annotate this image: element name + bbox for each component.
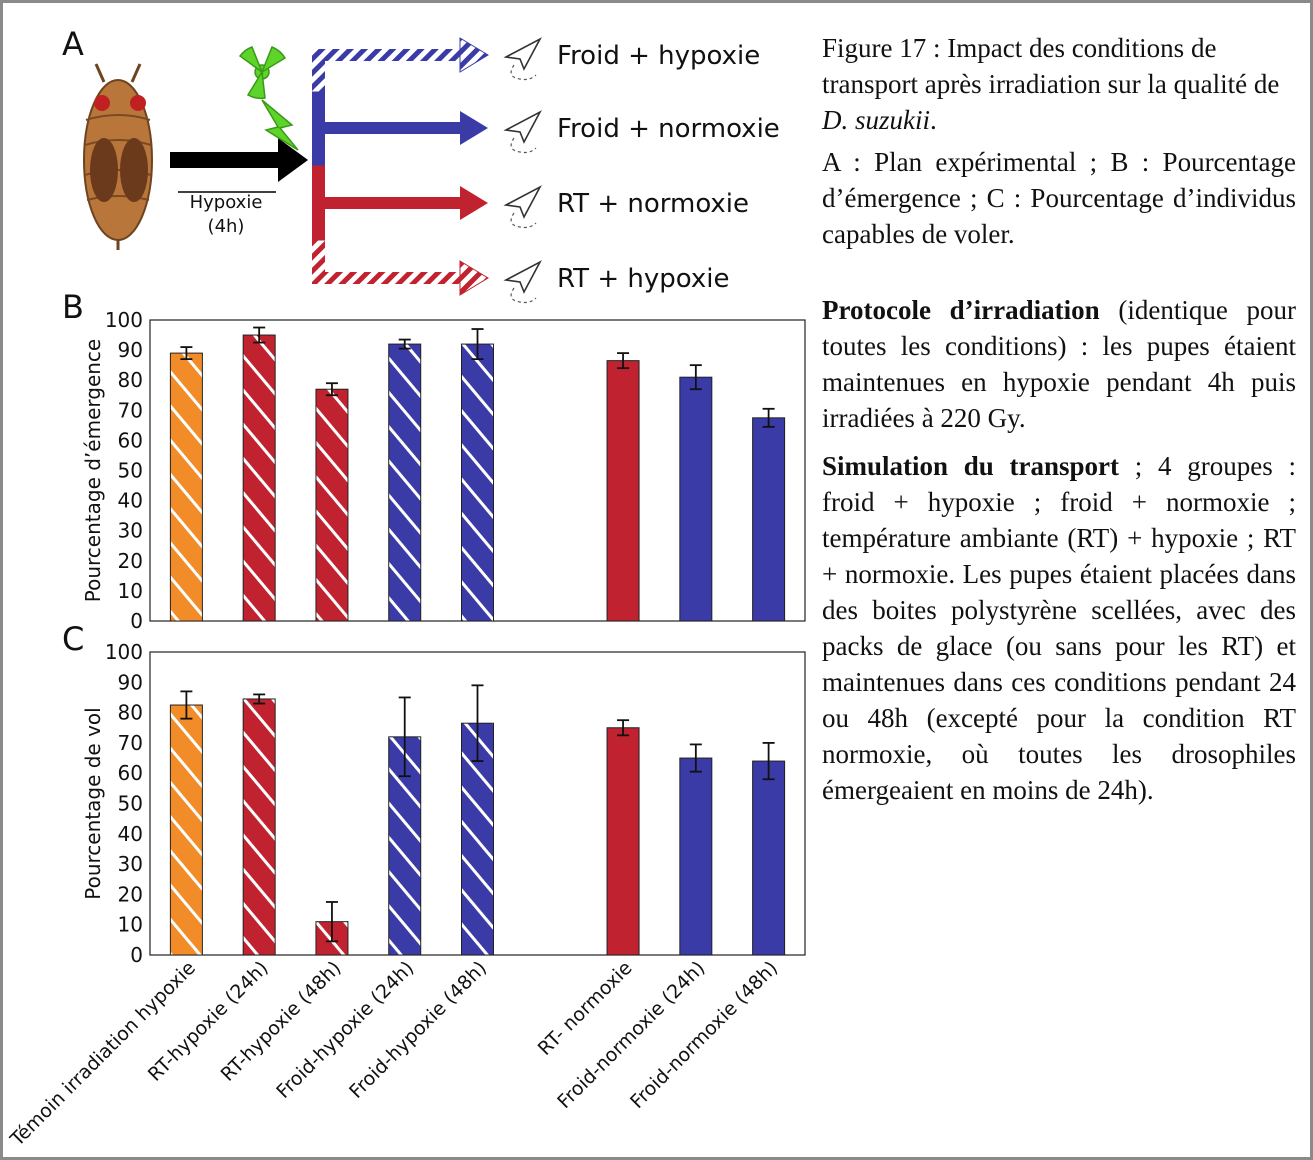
- x-tick-label: Froid-normoxie (24h): [553, 957, 709, 1113]
- pretreatment-label: Hypoxie: [190, 192, 263, 213]
- bar: [679, 376, 713, 622]
- caption-legend: A : Plan expérimental ; B : Pourcentage …: [822, 147, 1296, 249]
- plane-shape: [503, 37, 542, 71]
- y-tick-label: 50: [118, 459, 143, 483]
- y-axis-label: Pourcentage d’émergence: [81, 339, 105, 602]
- plane-icon: [503, 37, 542, 81]
- protocol-heading: Protocole d’irradiation: [822, 295, 1100, 325]
- x-tick-label: Froid-hypoxie (24h): [272, 957, 418, 1103]
- y-tick-label: 100: [105, 640, 143, 664]
- bar: [169, 352, 203, 622]
- simulation-paragraph: Simulation du transport ; 4 groupes : fr…: [822, 448, 1296, 808]
- plane-shape: [503, 185, 542, 219]
- bar: [169, 704, 203, 956]
- branch-arrow: [312, 272, 462, 284]
- pretreatment-arrow: [170, 138, 308, 193]
- y-tick-label: 90: [118, 670, 143, 694]
- lightning-icon: [261, 99, 299, 151]
- y-tick-label: 60: [118, 428, 143, 452]
- caption-text: .: [930, 105, 937, 135]
- condition-label: RT + normoxie: [557, 189, 749, 219]
- branch-arrow: [312, 197, 462, 209]
- figure: A B C Hypoxie (4h) Froid + hypoxie Froid …: [6, 25, 806, 1151]
- condition-label: Froid + hypoxie: [557, 41, 760, 71]
- plane-trail: [510, 137, 537, 154]
- y-tick-label: 20: [118, 882, 143, 906]
- simulation-text: ; 4 groupes : froid + hypoxie ; froid + …: [822, 451, 1296, 805]
- bar: [606, 360, 640, 622]
- pupa-illustration: [83, 63, 153, 250]
- y-tick-label: 20: [118, 549, 143, 573]
- protocol-text: (identique pour toutes les conditions) :…: [822, 295, 1296, 433]
- branch-arrowhead: [459, 37, 489, 73]
- y-tick-label: 90: [118, 338, 143, 362]
- branch-arrow: [312, 122, 462, 134]
- plane-trail: [510, 287, 537, 304]
- y-tick-label: 0: [130, 943, 143, 967]
- bar: [388, 343, 422, 622]
- y-tick-label: 80: [118, 368, 143, 392]
- caption-title: Figure 17 : Impact des conditions de tra…: [822, 30, 1296, 138]
- plane-shape: [503, 260, 542, 294]
- plane-shape: [503, 110, 542, 144]
- y-tick-label: 50: [118, 792, 143, 816]
- plane-trail: [510, 64, 537, 81]
- y-tick-label: 30: [118, 852, 143, 876]
- condition-label: RT + hypoxie: [557, 264, 729, 294]
- y-tick-label: 0: [130, 609, 143, 633]
- bar: [461, 343, 494, 622]
- bar: [242, 698, 276, 956]
- bar: [679, 757, 713, 956]
- y-tick-label: 10: [118, 913, 143, 937]
- x-tick-label: Froid-hypoxie (48h): [345, 957, 491, 1103]
- bar: [752, 760, 786, 956]
- y-tick-label: 40: [118, 489, 143, 513]
- y-tick-label: 70: [118, 398, 143, 422]
- y-tick-label: 30: [118, 519, 143, 543]
- panel-label: A: [62, 25, 84, 63]
- plane-icon: [503, 260, 542, 304]
- species-name: D. suzukii: [822, 105, 930, 135]
- y-axis-label: Pourcentage de vol: [81, 707, 105, 899]
- y-tick-label: 80: [118, 701, 143, 725]
- plane-icon: [503, 110, 542, 154]
- branch-arrow: [312, 49, 462, 61]
- y-tick-label: 60: [118, 761, 143, 785]
- panel-label: C: [62, 620, 84, 658]
- condition-label: Froid + normoxie: [557, 114, 780, 144]
- radiation-icon: [238, 46, 287, 100]
- branch-arrowhead: [460, 111, 488, 145]
- x-tick-label: Froid-normoxie (48h): [626, 957, 782, 1113]
- branch-arrowhead: [459, 260, 489, 296]
- bar: [752, 417, 786, 622]
- caption-text: Figure 17 : Impact des conditions de tra…: [822, 33, 1280, 99]
- y-tick-label: 100: [105, 308, 143, 332]
- x-tick-label: RT-hypoxie (24h): [144, 957, 273, 1086]
- bar: [606, 727, 640, 956]
- y-tick-label: 10: [118, 579, 143, 603]
- simulation-heading: Simulation du transport: [822, 451, 1120, 481]
- caption-column: Figure 17 : Impact des conditions de tra…: [822, 30, 1296, 820]
- y-tick-label: 40: [118, 822, 143, 846]
- y-tick-label: 70: [118, 731, 143, 755]
- bar: [315, 388, 349, 622]
- protocol-paragraph: Protocole d’irradiation (identique pour …: [822, 292, 1296, 436]
- bar: [242, 334, 276, 622]
- branch-arrowhead: [460, 186, 488, 220]
- plane-icon: [503, 185, 542, 229]
- pretreatment-label: (4h): [208, 216, 245, 237]
- panel-label: B: [62, 288, 84, 326]
- x-tick-label: RT-hypoxie (48h): [217, 957, 346, 1086]
- plane-trail: [510, 212, 537, 229]
